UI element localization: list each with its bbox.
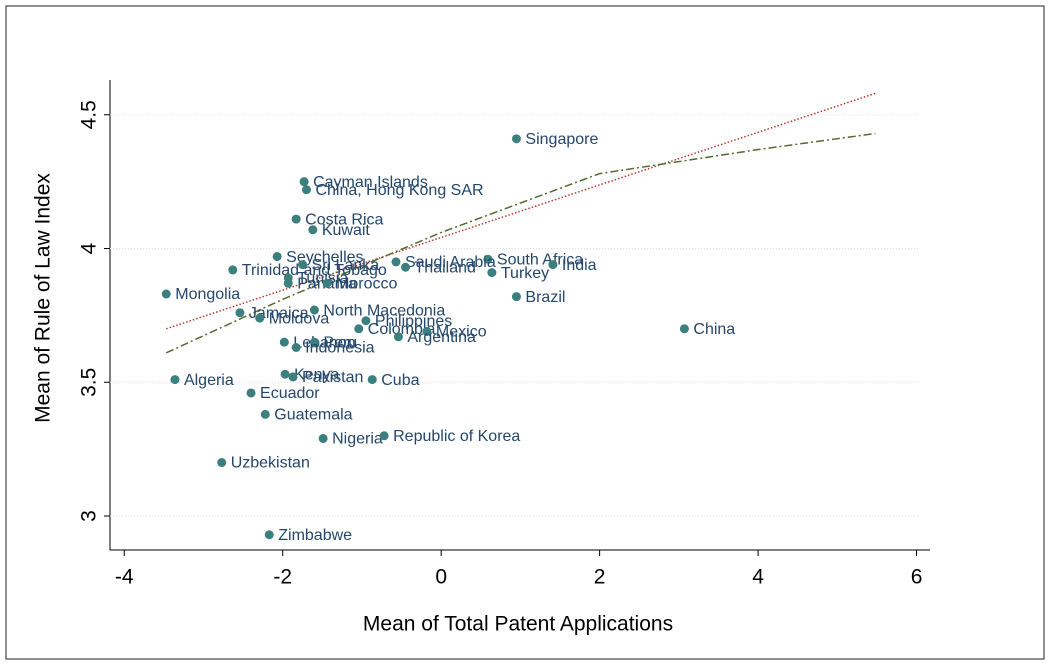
point-label: Kuwait bbox=[322, 222, 371, 239]
point-label: Singapore bbox=[525, 131, 598, 148]
point bbox=[288, 372, 298, 382]
point-label: Philippines bbox=[375, 313, 452, 330]
point-label: Trinidad and Tobago bbox=[242, 262, 387, 279]
point bbox=[361, 316, 371, 326]
point bbox=[279, 337, 289, 347]
point bbox=[393, 332, 403, 342]
point-label: Cuba bbox=[381, 372, 419, 389]
y-tick-label: 3 bbox=[78, 510, 101, 522]
point bbox=[367, 375, 377, 385]
point bbox=[291, 343, 301, 353]
point-label: Kenya bbox=[294, 366, 339, 383]
point bbox=[318, 433, 328, 443]
point-label: Brazil bbox=[525, 289, 565, 306]
point bbox=[272, 252, 282, 262]
point-label: Saudi Arabia bbox=[405, 254, 496, 271]
point bbox=[291, 214, 301, 224]
point-label: Colombia bbox=[368, 321, 436, 338]
point-label: Tunisia bbox=[297, 270, 348, 287]
point bbox=[170, 375, 180, 385]
point-label: Guatemala bbox=[274, 407, 352, 424]
fit-line bbox=[166, 92, 876, 330]
x-tick-label: 4 bbox=[752, 566, 764, 589]
x-axis-label: Mean of Total Patent Applications bbox=[363, 613, 673, 636]
point bbox=[235, 308, 245, 318]
point-label: Ecuador bbox=[260, 385, 320, 402]
point bbox=[511, 134, 521, 144]
point bbox=[255, 313, 265, 323]
y-tick-label: 4 bbox=[78, 242, 101, 254]
y-tick-label: 4.5 bbox=[78, 100, 101, 129]
point-label: Mexico bbox=[436, 324, 487, 341]
point-label: India bbox=[562, 257, 597, 274]
point bbox=[401, 262, 411, 272]
point bbox=[301, 185, 311, 195]
point-label: Cayman Islands bbox=[313, 174, 428, 191]
point-label: North Macedonia bbox=[323, 302, 445, 319]
point bbox=[483, 254, 493, 264]
x-tick-label: -4 bbox=[115, 566, 134, 589]
point bbox=[309, 337, 319, 347]
point-label: South Africa bbox=[497, 251, 583, 268]
point bbox=[264, 530, 274, 540]
point-label: Indonesia bbox=[305, 340, 374, 357]
point bbox=[548, 260, 558, 270]
point bbox=[322, 278, 332, 288]
point bbox=[283, 278, 293, 288]
x-tick-label: 0 bbox=[435, 566, 447, 589]
point-label: Argentina bbox=[407, 329, 476, 346]
point bbox=[309, 305, 319, 315]
point bbox=[511, 292, 521, 302]
point-label: Costa Rica bbox=[305, 211, 383, 228]
point-label: Algeria bbox=[184, 372, 234, 389]
point bbox=[246, 388, 256, 398]
point-label: China bbox=[693, 321, 735, 338]
point bbox=[487, 268, 497, 278]
point bbox=[308, 225, 318, 235]
point bbox=[391, 257, 401, 267]
point-label: Moldova bbox=[269, 310, 330, 327]
fit-line bbox=[165, 132, 876, 354]
point bbox=[298, 260, 308, 270]
point-label: Turkey bbox=[501, 265, 549, 282]
frame bbox=[5, 5, 1045, 660]
point bbox=[379, 431, 389, 441]
y-tick-label: 3.5 bbox=[78, 368, 101, 397]
point bbox=[280, 369, 290, 379]
point bbox=[260, 409, 270, 419]
point-label: Morocco bbox=[336, 276, 397, 293]
point bbox=[354, 324, 364, 334]
point bbox=[217, 458, 227, 468]
point-label: China, Hong Kong SAR bbox=[315, 182, 483, 199]
point bbox=[161, 289, 171, 299]
point bbox=[228, 265, 238, 275]
point-label: Peru bbox=[323, 334, 357, 351]
x-tick-label: 6 bbox=[911, 566, 923, 589]
point-label: Pakistan bbox=[302, 369, 363, 386]
point-label: Uzbekistan bbox=[231, 455, 310, 472]
point-label: Nigeria bbox=[332, 431, 383, 448]
point-label: Thailand bbox=[415, 259, 476, 276]
x-tick-label: 2 bbox=[594, 566, 606, 589]
point-label: Republic of Korea bbox=[393, 428, 520, 445]
point-label: Lebanon bbox=[293, 334, 355, 351]
point bbox=[422, 326, 432, 336]
y-axis-label: Mean of Rule of Law Index bbox=[32, 173, 55, 423]
point-label: Sri Lanka bbox=[312, 257, 380, 274]
point-label: Zimbabwe bbox=[278, 527, 352, 544]
x-tick-label: -2 bbox=[273, 566, 292, 589]
point bbox=[679, 324, 689, 334]
point-label: Mongolia bbox=[175, 286, 240, 303]
point bbox=[299, 177, 309, 187]
